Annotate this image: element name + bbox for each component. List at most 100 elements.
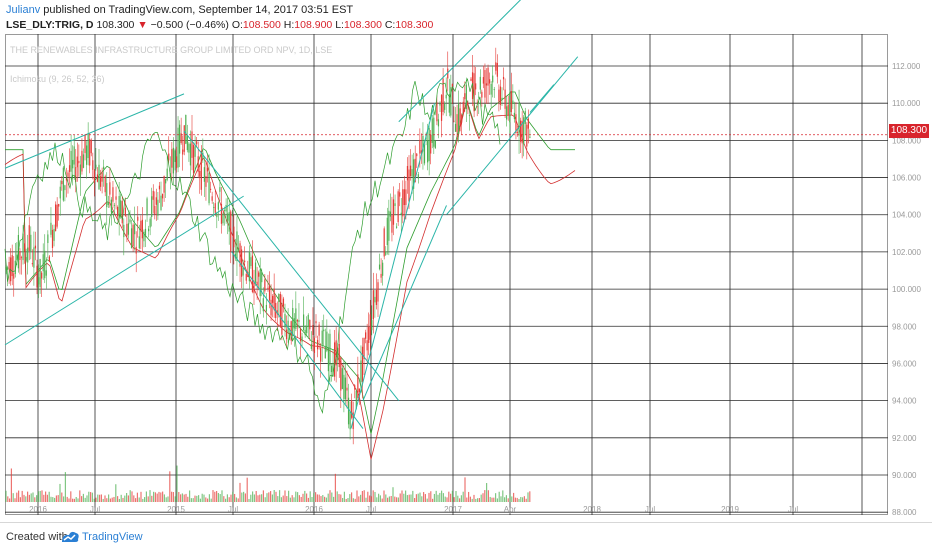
candle-body — [292, 307, 294, 337]
volume-bar — [255, 491, 257, 502]
candle-body — [270, 299, 272, 316]
volume-bar — [289, 497, 291, 502]
candle-body — [28, 225, 30, 251]
y-tick-label-7: 98.000 — [892, 322, 917, 331]
volume-bar — [138, 497, 140, 502]
tradingview-logo-icon[interactable] — [60, 530, 80, 549]
volume-bar — [41, 490, 43, 502]
candle-body — [185, 114, 187, 144]
candle-body — [103, 166, 105, 170]
volume-bar — [329, 490, 331, 502]
volume-bar — [410, 494, 412, 502]
candle-body — [326, 331, 328, 351]
candle-body — [526, 124, 528, 147]
candle-body — [389, 211, 391, 217]
candle-body — [301, 336, 303, 342]
author-name[interactable]: Julianv — [6, 4, 41, 16]
candle-body — [340, 357, 342, 391]
candle-body — [385, 251, 387, 255]
candle-body — [48, 256, 50, 262]
volume-bar — [378, 493, 380, 502]
volume-bar — [448, 491, 450, 502]
candle-body — [117, 207, 119, 217]
ichimoku-lagging-span — [4, 77, 501, 415]
volume-bar — [70, 491, 72, 502]
volume-bar — [181, 493, 183, 502]
candle-body — [132, 224, 134, 247]
candle-body — [219, 187, 221, 192]
volume-bar — [516, 497, 518, 502]
candle-body — [160, 195, 162, 210]
volume-bar — [50, 496, 52, 502]
volume-bar — [77, 498, 79, 502]
candle-body — [202, 152, 204, 160]
volume-bar — [54, 497, 56, 502]
price-chart[interactable]: 112.000 110.000 108.000 106.000 104.000 102.0… — [0, 0, 932, 522]
candle-body — [134, 224, 136, 235]
candle-body — [194, 146, 196, 157]
volume-bar — [446, 497, 448, 502]
volume-bar — [442, 493, 444, 502]
candle-body — [258, 272, 260, 277]
volume-bar — [513, 492, 515, 502]
candle-body — [349, 411, 351, 430]
volume-bar — [266, 493, 268, 502]
candle-body — [36, 265, 38, 288]
candle-body — [338, 344, 340, 368]
ichimoku-span-b — [4, 101, 576, 460]
y-tick-label-2: 108.000 — [892, 136, 921, 145]
candle-body — [59, 186, 61, 199]
candle-body — [439, 103, 441, 106]
candle-body — [371, 320, 373, 331]
candle-body — [330, 365, 333, 373]
volume-bar — [158, 491, 160, 502]
volume-bar — [277, 496, 279, 502]
volume-bar — [190, 498, 192, 502]
volume-bar — [19, 497, 21, 502]
x-tick-label-1: Jul — [90, 505, 100, 514]
volume-bar — [462, 491, 464, 502]
volume-bar — [365, 497, 367, 502]
volume-bar — [500, 496, 502, 502]
volume-bar — [406, 495, 408, 502]
candle-body — [496, 62, 498, 77]
volume-bar — [327, 493, 329, 502]
candle-body — [337, 347, 339, 361]
candle-body — [462, 101, 464, 114]
chart-plot-area[interactable] — [5, 34, 888, 515]
candle-body — [250, 257, 252, 267]
x-tick-label-10: 2019 — [721, 505, 739, 514]
candle-body — [182, 149, 184, 155]
volume-bar — [235, 497, 237, 502]
candle-body — [310, 343, 312, 349]
volume-bar — [318, 494, 320, 502]
candle-body — [285, 329, 288, 340]
volume-bar — [522, 497, 524, 502]
tradingview-brand[interactable]: TradingView — [82, 531, 143, 543]
volume-bar — [415, 494, 417, 502]
candle-body — [479, 76, 481, 90]
volume-bar — [100, 494, 102, 502]
volume-bar — [37, 491, 39, 502]
volume-bar — [219, 494, 221, 502]
open-label: O: — [231, 19, 243, 31]
volume-bar — [311, 496, 313, 502]
candle-body — [428, 128, 430, 162]
candle-body — [210, 188, 212, 190]
volume-bar — [108, 494, 110, 502]
volume-bar — [176, 465, 178, 502]
volume-bar — [489, 496, 491, 502]
y-tick-label-12: 88.000 — [892, 508, 917, 517]
volume-bar — [14, 498, 16, 502]
volume-bar — [198, 495, 200, 502]
candle-body — [199, 170, 201, 177]
volume-bar — [243, 491, 245, 502]
candle-body — [106, 183, 108, 208]
candle-body — [31, 263, 33, 265]
candle-body — [25, 257, 27, 261]
candle-body — [454, 123, 457, 132]
volume-bar — [165, 497, 167, 502]
candle-body — [306, 325, 308, 334]
volume-bar — [199, 498, 201, 502]
candle-body — [112, 187, 114, 202]
